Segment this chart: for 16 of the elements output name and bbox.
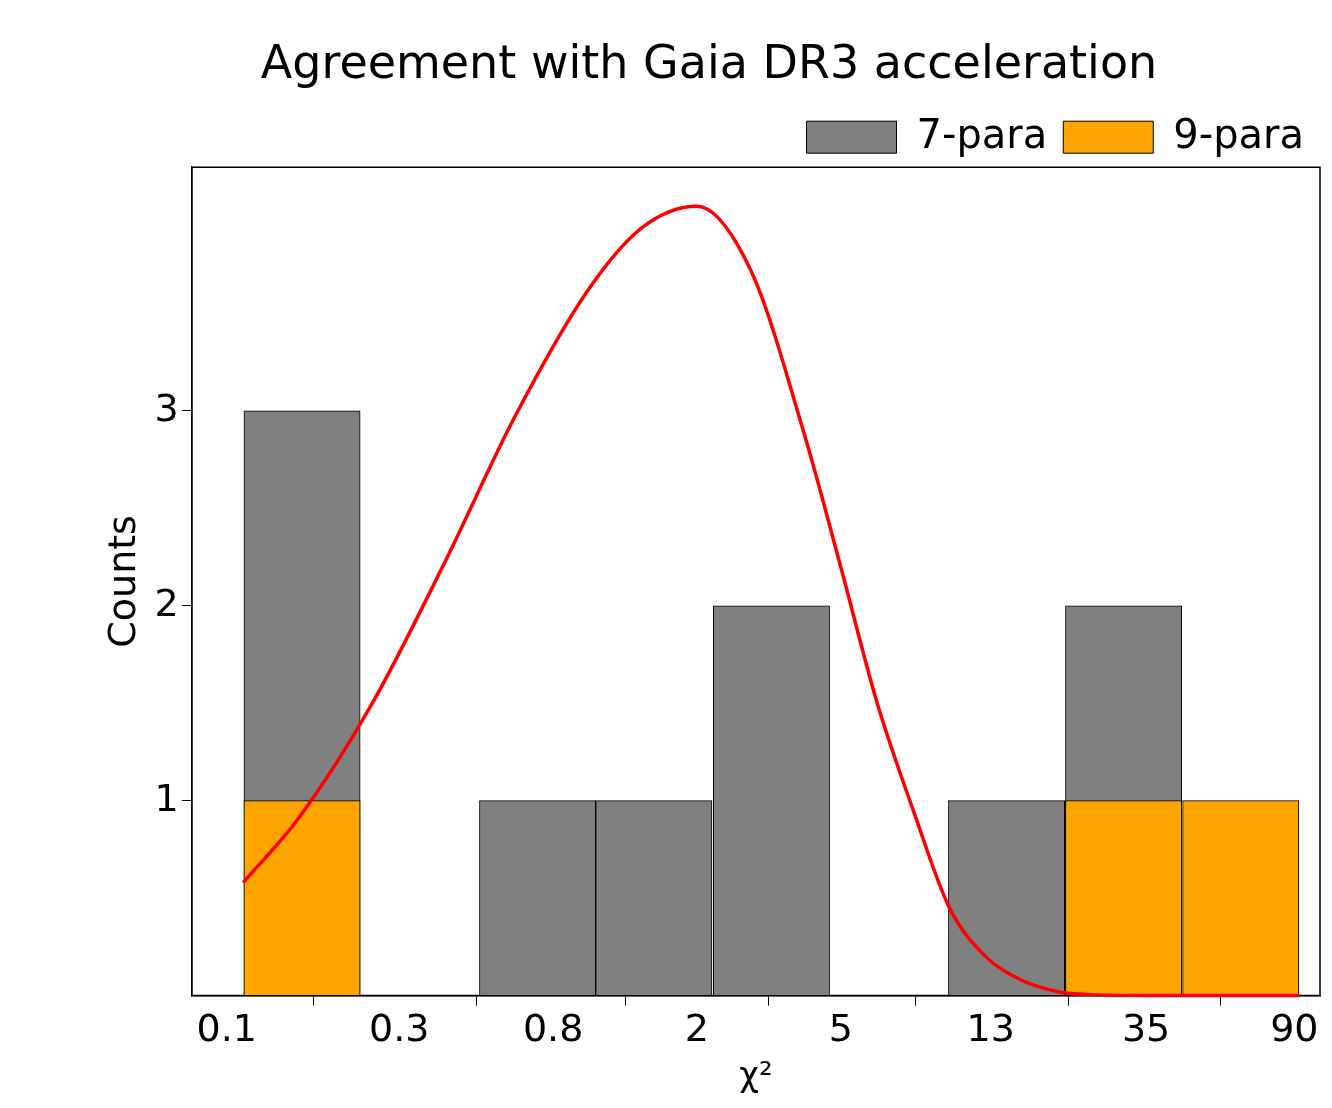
x-tick-label: 0.1 [196,1006,258,1051]
y-tick-label: 3 [154,385,179,430]
x-tick-label: 5 [828,1006,853,1051]
x-tick-label: 13 [966,1006,1015,1051]
x-tick-label: 2 [684,1006,710,1051]
x-axis-title: χ² [739,1054,773,1095]
chart-title: Agreement with Gaia DR3 acceleration [260,34,1158,89]
legend-label: 9-para [1173,110,1305,157]
y-tick-label: 1 [154,775,179,820]
x-tick-label: 35 [1121,1006,1171,1051]
y-tick-label: 2 [154,580,179,625]
legend-label: 7-para [916,110,1048,157]
x-tick-label: 90 [1270,1006,1319,1051]
y-axis-title: Counts [99,515,144,648]
x-tick-label: 0.3 [368,1006,430,1051]
x-tick-label: 0.8 [522,1006,584,1051]
